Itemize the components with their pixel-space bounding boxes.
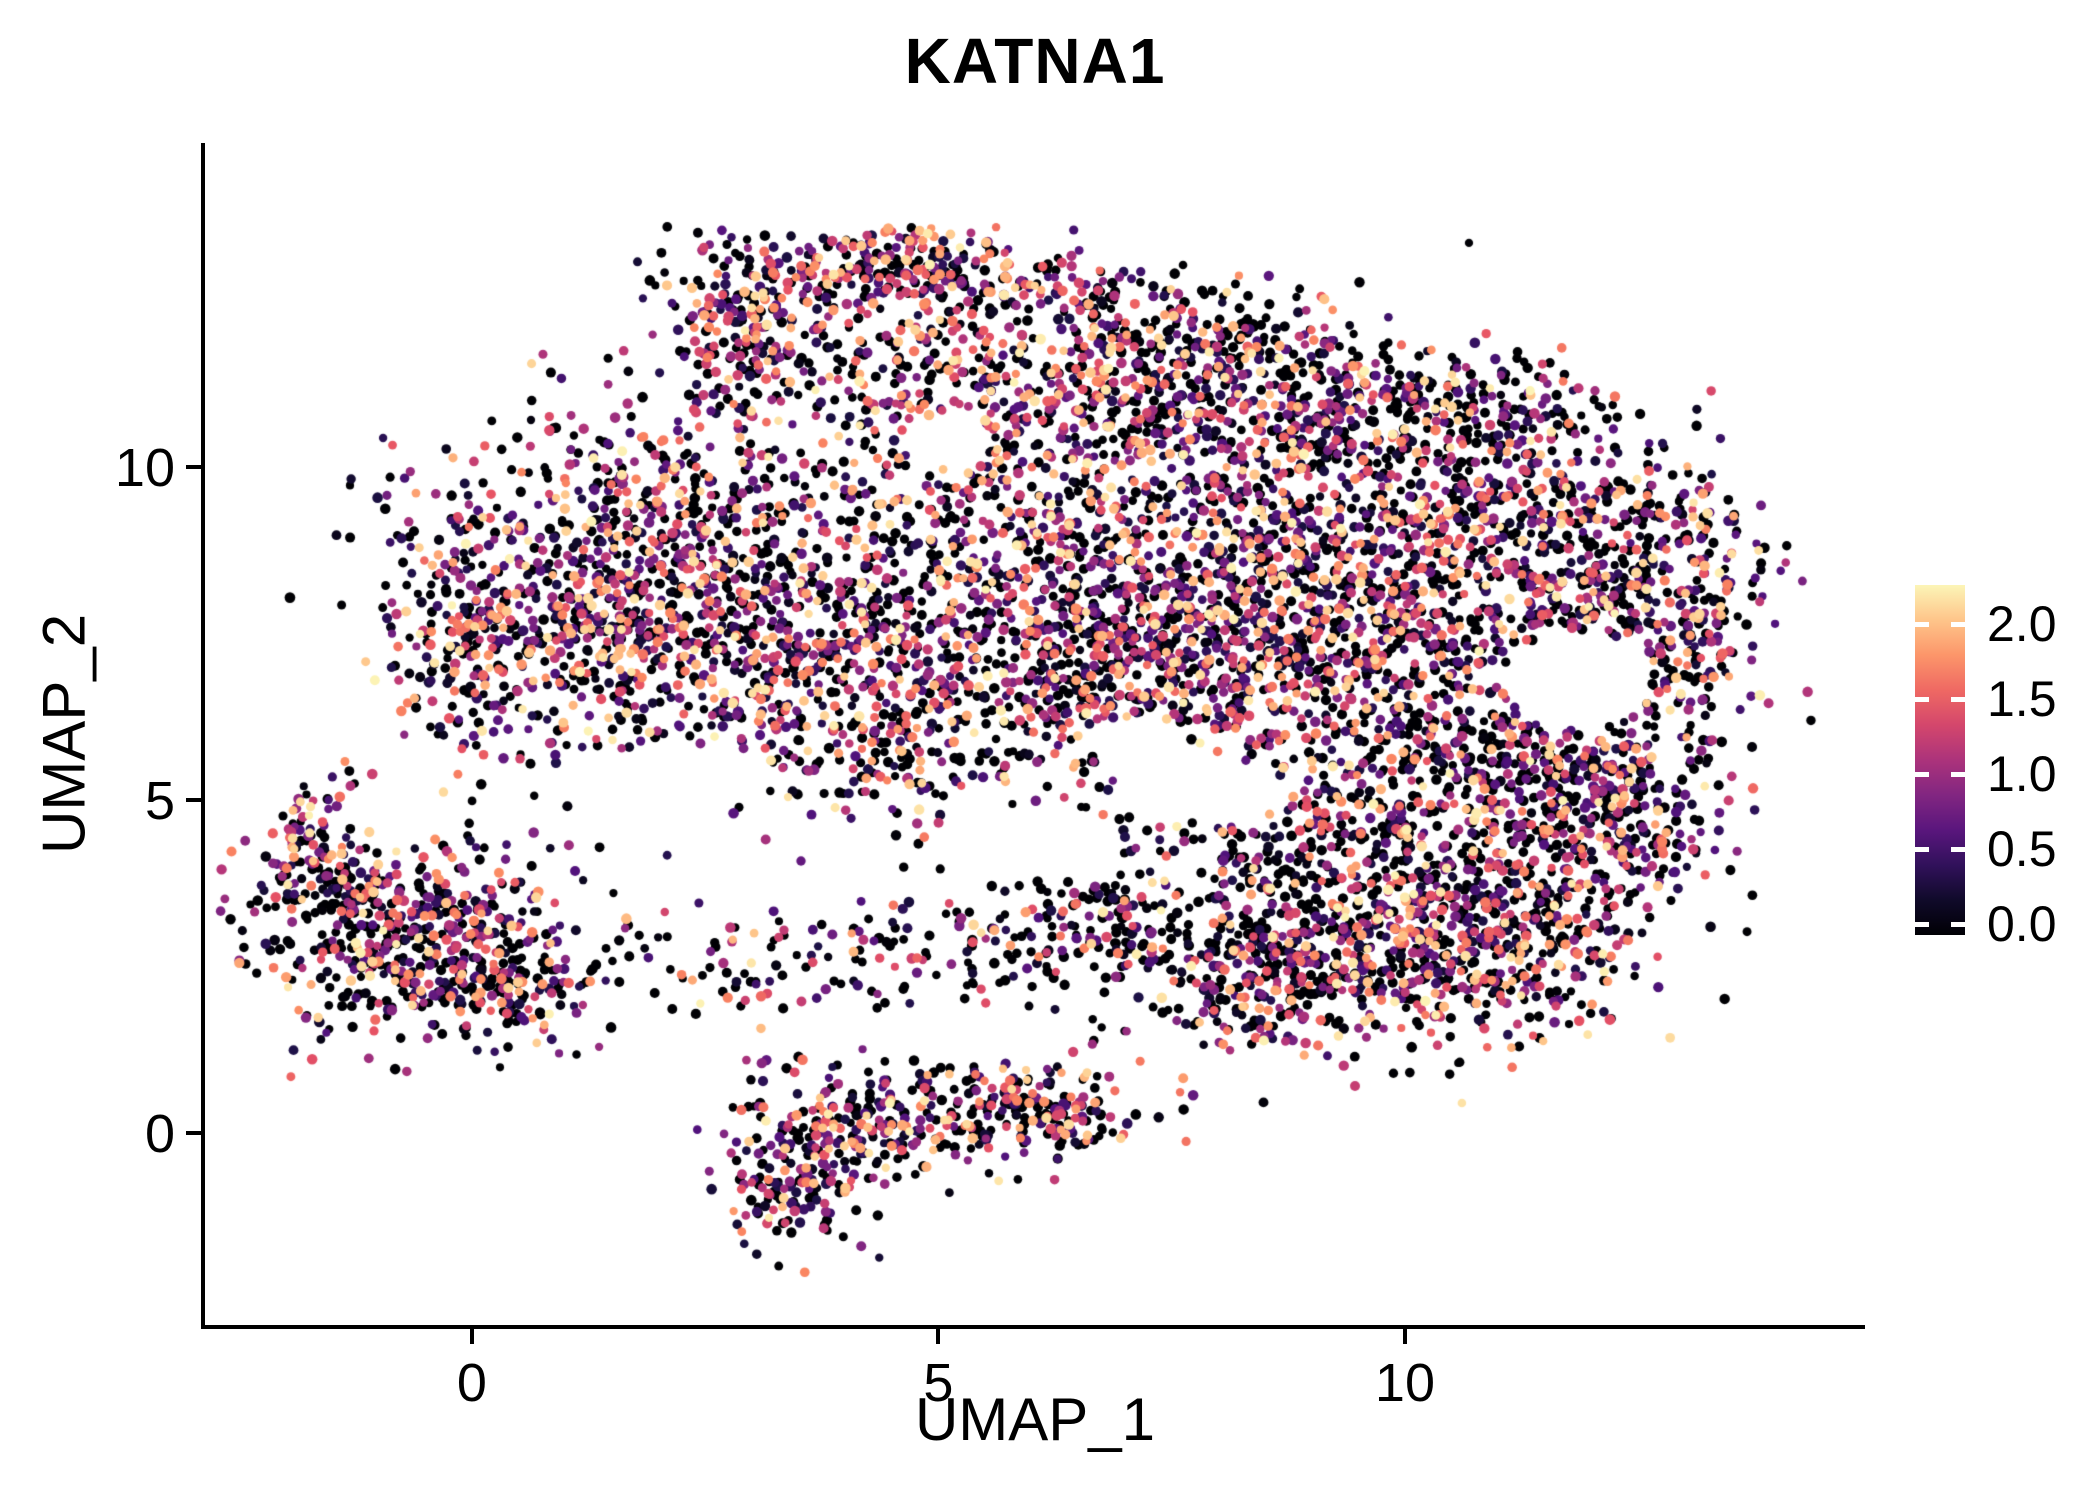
colorbar-tick-label: 1.0 [1987,746,2057,803]
x-tick-label: 5 [923,1353,954,1413]
y-tick-label: 5 [144,770,175,831]
plot-title: KATNA1 [904,25,1166,97]
y-tick-mark [186,464,201,469]
colorbar-tick-label: 0.5 [1987,821,2057,878]
colorbar-tick-label: 2.0 [1987,596,2057,653]
x-tick-mark [469,1329,474,1344]
y-tick-mark [186,797,201,802]
y-tick-label: 0 [144,1104,175,1165]
colorbar-tick-mark [1915,696,1929,702]
colorbar-tick-mark [1951,921,1965,927]
scatter-canvas [205,143,1865,1325]
colorbar-tick-mark [1951,771,1965,777]
y-tick-label: 10 [114,437,175,498]
colorbar-tick-mark [1915,846,1929,852]
colorbar-tick-label: 0.0 [1987,896,2057,953]
colorbar-tick-mark [1915,621,1929,627]
y-axis-line [201,143,205,1329]
colorbar-gradient [1915,585,1965,935]
colorbar-tick-mark [1951,621,1965,627]
y-tick-mark [186,1131,201,1136]
colorbar-tick-mark [1951,696,1965,702]
colorbar-tick-mark [1915,921,1929,927]
plot-panel [205,143,1865,1325]
x-axis-title: UMAP_1 [914,1386,1156,1453]
colorbar-tick-label: 1.5 [1987,671,2057,728]
x-tick-label: 0 [456,1353,487,1413]
x-tick-label: 10 [1374,1353,1435,1413]
x-tick-mark [936,1329,941,1344]
colorbar-tick-mark [1951,846,1965,852]
x-axis-line [201,1325,1865,1329]
colorbar-tick-mark [1915,771,1929,777]
x-tick-mark [1402,1329,1407,1344]
